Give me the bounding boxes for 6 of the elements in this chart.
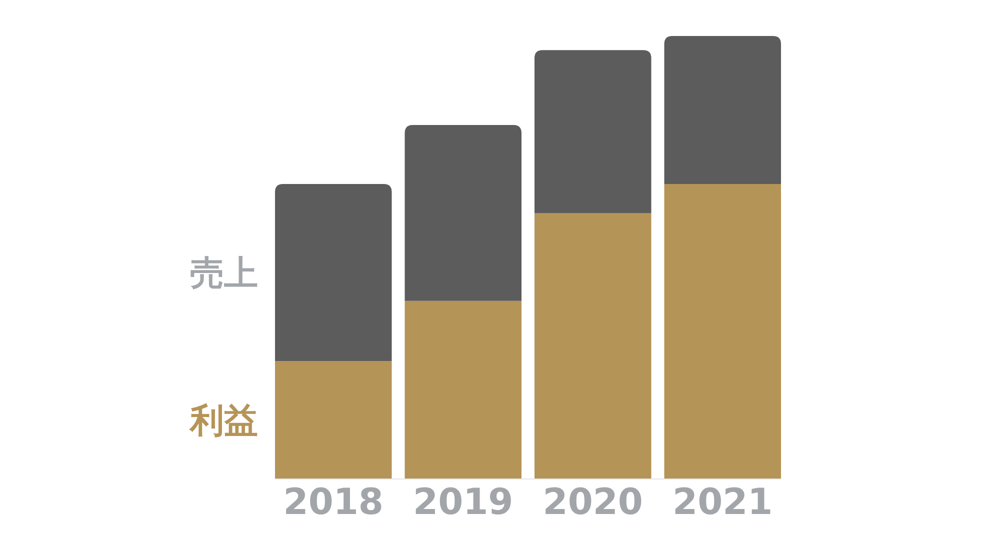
x-tick-label: 2021 [672, 482, 773, 523]
series-label: 売上 [190, 254, 258, 294]
x-tick-label: 2019 [413, 482, 514, 523]
x-tick-label: 2020 [542, 482, 643, 523]
x-tick-label: 2018 [283, 482, 384, 523]
series-label: 利益 [188, 401, 258, 442]
